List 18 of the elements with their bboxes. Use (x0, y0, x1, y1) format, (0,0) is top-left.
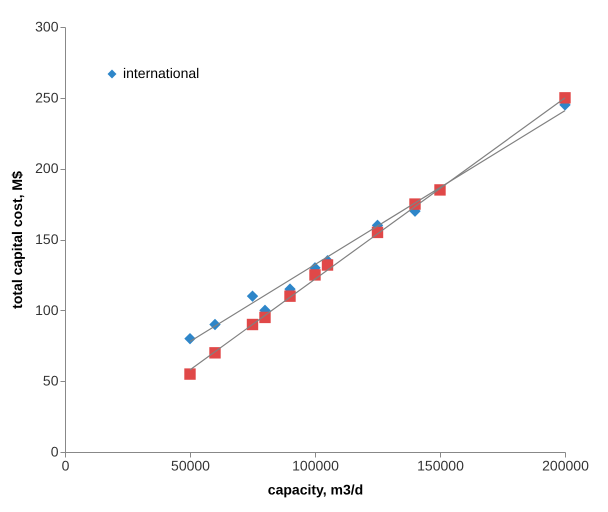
point (246, 290, 258, 302)
y-tick-label: 200 (35, 160, 59, 176)
x-tick-label: 50000 (171, 458, 210, 474)
x-tick-label: 100000 (292, 458, 340, 474)
y-tick-label: 300 (35, 18, 59, 34)
y-tick-label: 50 (42, 372, 59, 389)
legend-label: international (123, 65, 200, 81)
y-tick-label: 250 (35, 89, 59, 106)
y-tick-label: 150 (35, 231, 59, 247)
y-tick-label: 0 (50, 444, 59, 460)
point (184, 368, 196, 380)
x-tick-label: 150000 (417, 458, 464, 474)
x-axis-title: capacity, m3/d (268, 482, 364, 498)
y-tick-label: 100 (35, 302, 59, 318)
y-axis-title: total capital cost, M$ (9, 170, 26, 309)
x-tick-label: 200000 (542, 458, 590, 474)
point (559, 92, 571, 104)
x-tick-label: 0 (62, 458, 70, 474)
